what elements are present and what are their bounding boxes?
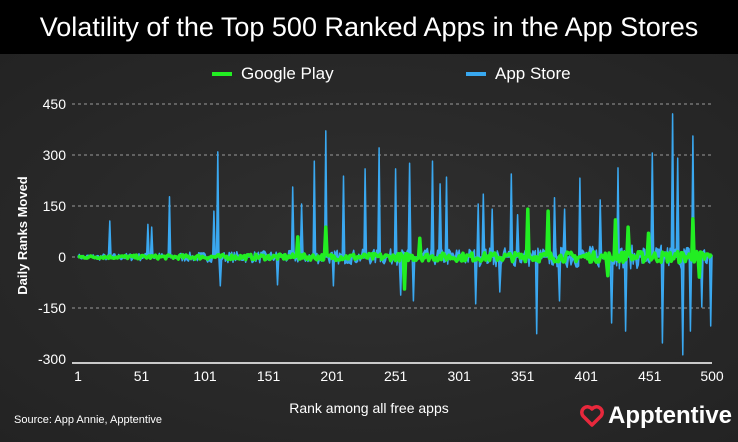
chart-title: Volatility of the Top 500 Ranked Apps in…: [0, 0, 738, 54]
google-play-series: [77, 207, 713, 291]
legend-label-app-store: App Store: [495, 64, 571, 83]
y-tick-label: 150: [43, 198, 67, 214]
y-tick-label: 300: [43, 147, 67, 163]
x-tick-label: 1: [74, 368, 82, 384]
x-tick-label: 251: [384, 368, 408, 384]
x-tick-label: 51: [134, 368, 150, 384]
source-note: Source: App Annie, Apptentive: [14, 414, 163, 426]
x-tick-label: 401: [575, 368, 599, 384]
y-tick-label: 0: [58, 249, 66, 265]
x-tick-label: 151: [257, 368, 281, 384]
y-tick-label: 450: [43, 96, 67, 112]
x-tick-label: 451: [638, 368, 662, 384]
x-tick-label: 301: [447, 368, 471, 384]
heart-icon: [580, 405, 604, 427]
x-axis-label: Rank among all free apps: [289, 400, 449, 416]
legend: Google Play App Store: [0, 64, 738, 86]
legend-google-play: Google Play: [212, 64, 334, 84]
legend-swatch-google-play: [212, 72, 232, 76]
logo-text: Apptentive: [608, 402, 733, 429]
legend-app-store: App Store: [466, 64, 571, 84]
x-tick-label: 351: [511, 368, 535, 384]
legend-label-google-play: Google Play: [241, 64, 334, 83]
x-tick-label: 500: [700, 368, 724, 384]
y-tick-label: -150: [38, 300, 66, 316]
y-axis-label: Daily Ranks Moved: [15, 176, 30, 295]
x-tick-label: 101: [193, 368, 217, 384]
y-tick-label: -300: [38, 351, 66, 367]
legend-swatch-app-store: [466, 72, 486, 76]
apptentive-logo: Apptentive: [580, 402, 732, 430]
x-tick-label: 201: [320, 368, 344, 384]
